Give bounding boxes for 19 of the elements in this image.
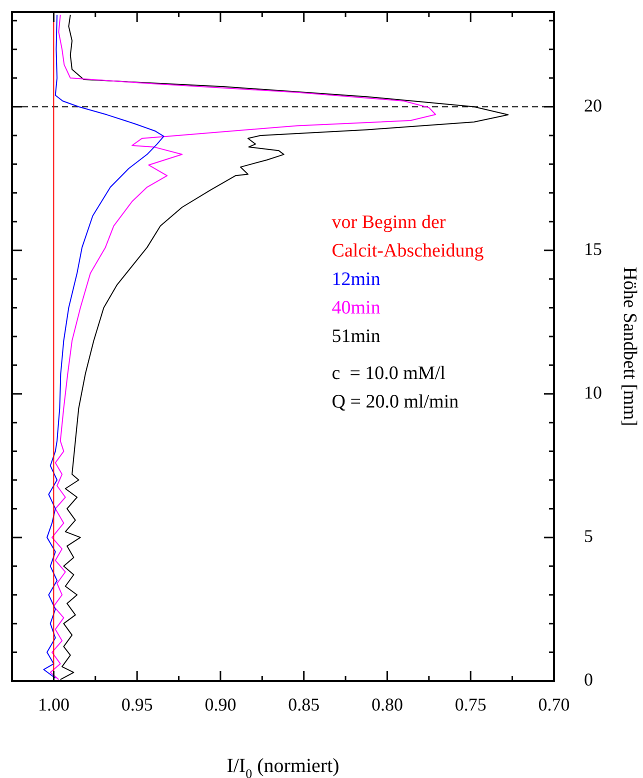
x-tick-label: 0.85 xyxy=(288,694,320,715)
y-tick-label: 0 xyxy=(584,670,593,690)
x-tick-label: 0.75 xyxy=(454,694,486,715)
text: 40min xyxy=(332,298,381,318)
y-tick-label: 10 xyxy=(584,382,602,403)
x-tick-label: 1.00 xyxy=(38,694,70,715)
x-tick-label: 0.70 xyxy=(538,694,570,715)
y-tick-label: 5 xyxy=(584,526,593,546)
annotation: Q = 20.0 ml/min xyxy=(332,392,460,413)
text: vor Beginn der Calcit-Abscheidung xyxy=(332,212,484,262)
y-tick-label: 15 xyxy=(584,239,602,260)
text: 51min xyxy=(332,326,381,347)
y-tick-label: 20 xyxy=(584,95,602,116)
annotation: c = 10.0 mM/l xyxy=(332,363,446,384)
x-tick-label: 0.95 xyxy=(121,694,153,715)
x-tick-label: 0.90 xyxy=(204,694,236,715)
x-tick-label: 0.80 xyxy=(371,694,403,715)
y-axis-title: Höhe Sandbett [mm] xyxy=(619,266,640,426)
text: 12min xyxy=(332,269,381,290)
